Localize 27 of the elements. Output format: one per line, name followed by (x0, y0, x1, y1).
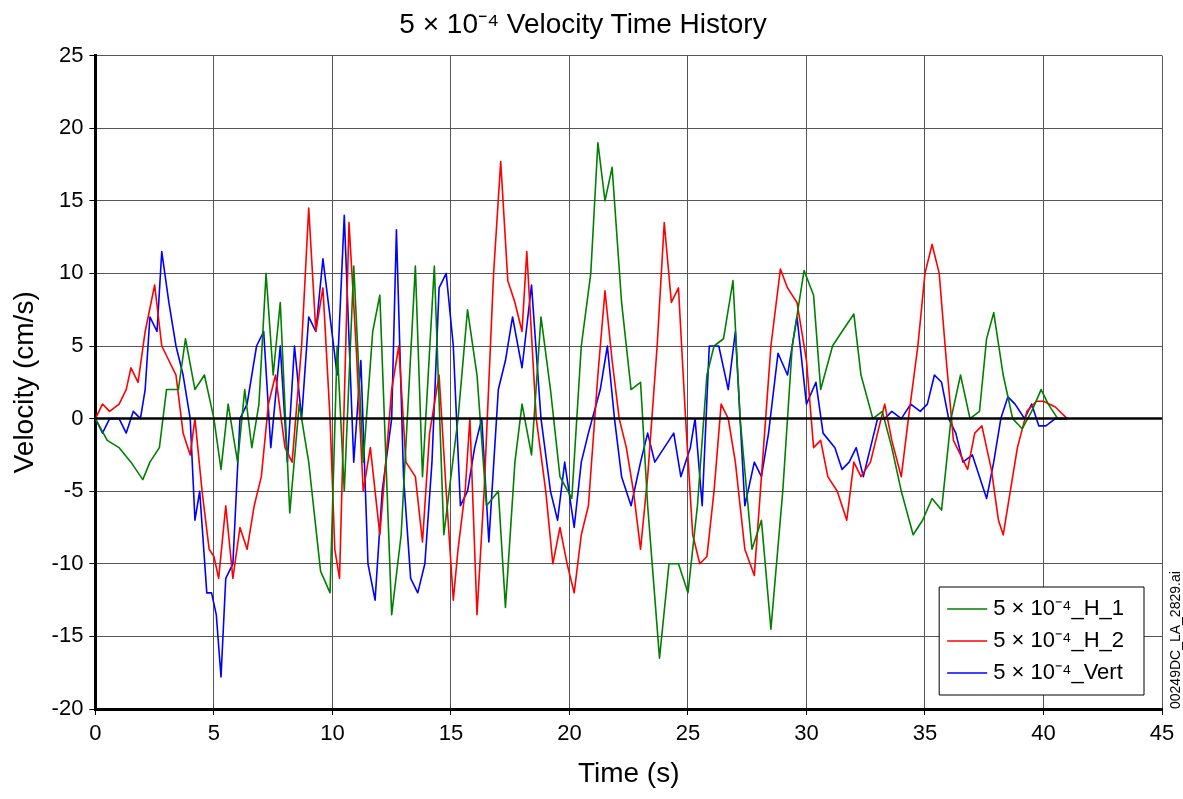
x-tick-label: 45 (1149, 720, 1175, 746)
x-tick-label: 20 (557, 720, 582, 746)
legend-label: 5 × 10⁻⁴_H_1 (993, 595, 1124, 621)
y-tick-label: -5 (63, 477, 84, 503)
y-tick-label: -20 (51, 695, 84, 721)
x-axis-title: Time (s) (577, 756, 680, 788)
x-tick-label: 35 (912, 720, 938, 746)
y-tick-label: 10 (58, 259, 84, 285)
x-tick-label: 30 (794, 720, 819, 746)
y-tick-label: 25 (58, 41, 84, 67)
legend-label: 5 × 10⁻⁴_Vert (993, 659, 1123, 685)
y-tick-label: 5 (71, 332, 84, 358)
x-tick-label: 10 (320, 720, 345, 746)
x-tick-label: 25 (675, 720, 701, 746)
chart-title: 5 × 10⁻⁴ Velocity Time History (399, 7, 767, 39)
y-tick-label: -15 (51, 622, 84, 648)
y-tick-label: 15 (58, 186, 84, 212)
legend-label: 5 × 10⁻⁴_H_2 (993, 627, 1124, 653)
y-tick-label: 20 (58, 114, 84, 140)
x-tick-label: 40 (1031, 720, 1056, 746)
text: 00249DC_LA_2829.ai (1166, 571, 1183, 709)
y-tick-label: -10 (51, 549, 84, 575)
y-axis-title: Velocity (cm/s) (7, 291, 39, 474)
x-tick-label: 5 (207, 720, 221, 746)
x-tick-label: 15 (438, 720, 464, 746)
x-tick-label: 0 (89, 720, 102, 746)
y-tick-label: 0 (71, 404, 84, 430)
